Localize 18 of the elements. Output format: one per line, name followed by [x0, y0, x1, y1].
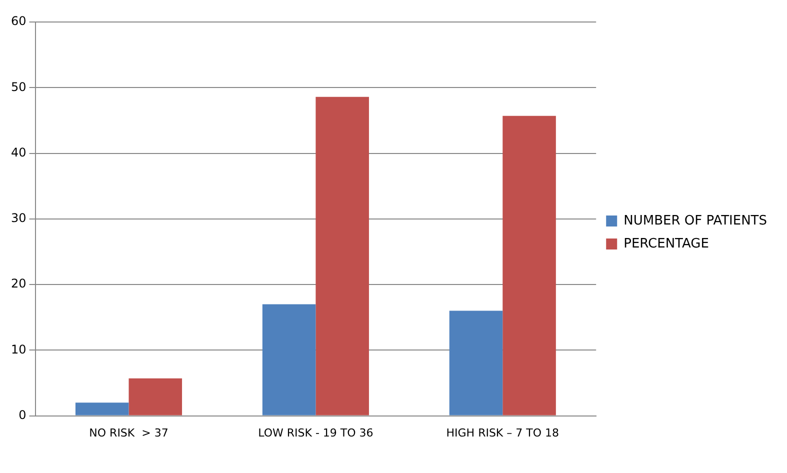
bar	[316, 96, 369, 416]
x-tick-label: NO RISK > 37	[89, 426, 168, 440]
bar	[262, 304, 316, 416]
bar	[502, 116, 556, 416]
y-tick-label: 50	[10, 80, 26, 94]
bar	[449, 310, 503, 416]
bar	[75, 402, 129, 416]
x-tick-label: HIGH RISK – 7 TO 18	[446, 426, 560, 440]
legend-label: NUMBER OF PATIENTS	[624, 213, 768, 228]
y-tick-label: 30	[10, 211, 26, 226]
y-tick-label: 20	[10, 276, 26, 291]
y-tick-label: 60	[10, 14, 26, 28]
y-tick-label: 10	[10, 342, 26, 356]
bar	[128, 378, 182, 416]
legend-label: PERCENTAGE	[624, 236, 709, 252]
y-tick-label: 40	[10, 145, 26, 160]
x-tick-label: LOW RISK - 19 TO 36	[258, 426, 374, 440]
y-tick-label: 0	[18, 408, 26, 422]
